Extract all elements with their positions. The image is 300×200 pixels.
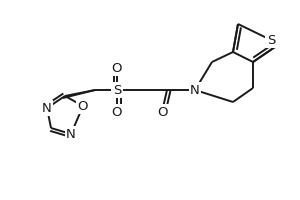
Text: O: O [112, 62, 122, 74]
Text: N: N [190, 84, 200, 97]
Text: S: S [267, 33, 275, 46]
Text: N: N [42, 102, 52, 114]
Text: O: O [112, 106, 122, 118]
Text: O: O [78, 99, 88, 112]
Text: O: O [157, 106, 167, 118]
Text: N: N [66, 128, 76, 140]
Text: S: S [113, 84, 121, 97]
